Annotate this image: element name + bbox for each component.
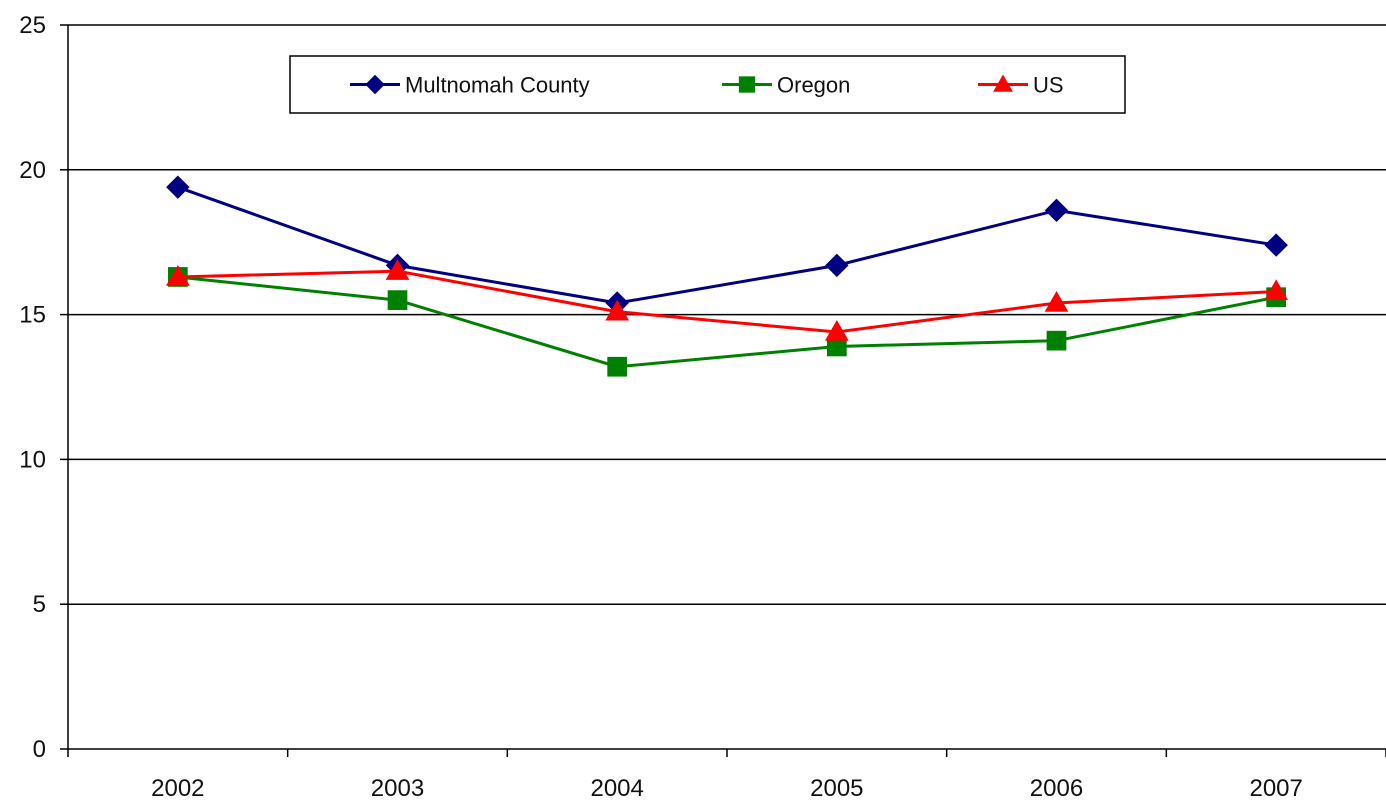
y-tick-label: 20 [19, 157, 46, 184]
data-point-multnomah-county [1044, 198, 1069, 223]
data-point-multnomah-county [1264, 233, 1288, 257]
data-point-multnomah-county [825, 253, 849, 278]
data-point-us [385, 259, 410, 280]
series-group [165, 175, 1289, 377]
y-tick-label: 15 [19, 302, 46, 329]
data-point-us [165, 264, 190, 286]
legend-marker [365, 74, 385, 95]
data-point-us [1044, 291, 1069, 312]
series-line-multnomah-county [177, 185, 1277, 305]
legend-item-oregon: Oregon [722, 73, 850, 98]
data-point-multnomah-county [166, 175, 190, 199]
data-point-oregon [387, 290, 408, 310]
legend-item-multnomah-county: Multnomah County [350, 73, 590, 98]
x-tick-label: 2007 [1249, 775, 1302, 802]
x-axis-tick-labels: 2002 2003 2004 2005 2006 2007 [151, 775, 1303, 802]
y-tick-label: 25 [19, 12, 46, 39]
legend-label: US [1033, 73, 1064, 98]
x-tick-label: 2002 [151, 775, 204, 802]
x-tick-label: 2006 [1030, 775, 1083, 802]
series-us [165, 259, 1289, 341]
legend-marker [738, 76, 756, 93]
data-point-us [824, 319, 849, 341]
y-tick-label: 0 [33, 736, 46, 763]
axes [60, 24, 1386, 757]
y-tick-label: 10 [19, 446, 46, 473]
legend: Multnomah County Oregon US [289, 55, 1126, 114]
data-point-us [1264, 279, 1289, 301]
legend-item-us: US [978, 73, 1064, 98]
x-tick-label: 2005 [810, 775, 863, 802]
y-tick-label: 5 [33, 591, 46, 618]
x-tick-label: 2004 [590, 775, 643, 802]
y-axis-tick-labels: 0 5 10 15 20 25 [19, 12, 46, 763]
x-tick-label: 2003 [371, 775, 424, 802]
legend-marker [993, 74, 1013, 92]
data-point-oregon [607, 356, 628, 377]
legend-label: Oregon [777, 73, 850, 98]
gridlines [68, 24, 1386, 605]
series-line-us [177, 269, 1277, 334]
data-point-oregon [1046, 330, 1067, 351]
series-line-oregon [177, 275, 1277, 369]
legend-label: Multnomah County [405, 73, 590, 98]
data-point-us [605, 299, 630, 321]
